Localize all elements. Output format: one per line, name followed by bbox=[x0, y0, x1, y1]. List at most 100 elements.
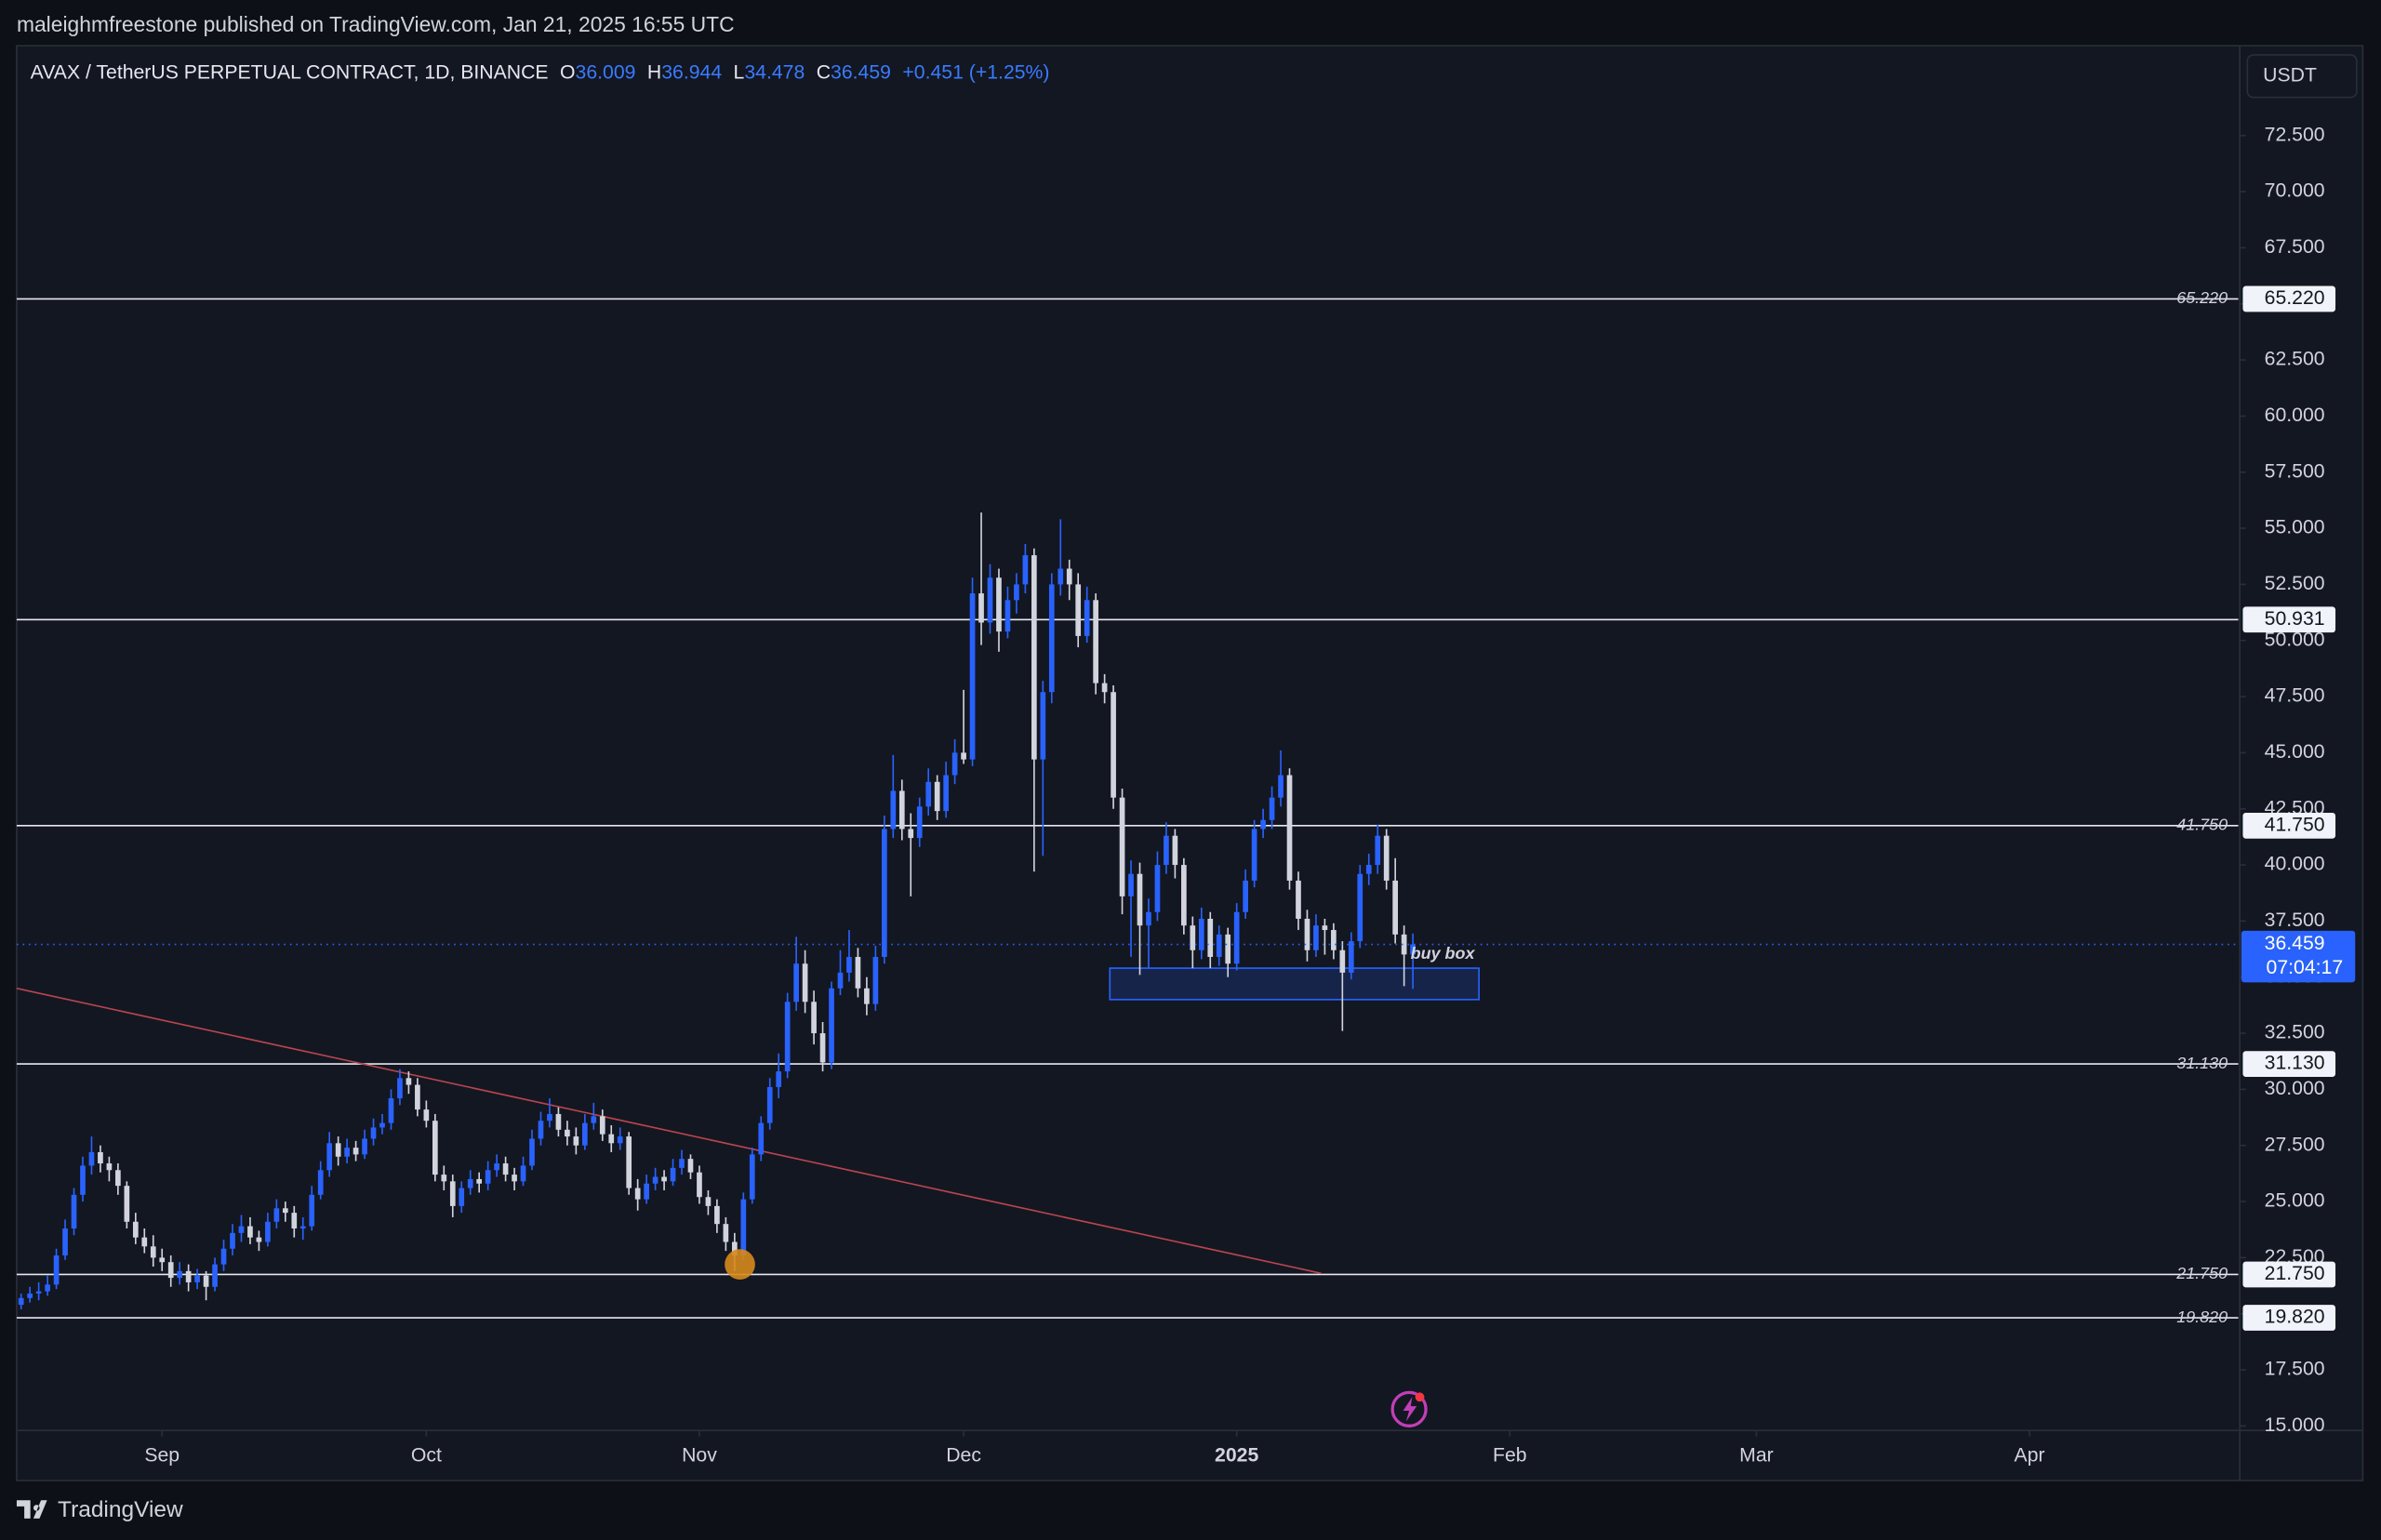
alert-ring[interactable] bbox=[1390, 1390, 1428, 1427]
candle-body bbox=[397, 1078, 403, 1099]
candle-body bbox=[1322, 925, 1328, 931]
alert-bolt[interactable] bbox=[1403, 1397, 1417, 1422]
x-tick-label: Sep bbox=[144, 1445, 180, 1467]
candle-body bbox=[1057, 568, 1064, 585]
candle-body bbox=[1339, 949, 1346, 973]
candle-body bbox=[819, 1033, 826, 1063]
high-value: 36.944 bbox=[661, 61, 722, 83]
candle-body bbox=[370, 1127, 377, 1139]
candle-body bbox=[309, 1194, 315, 1227]
currency-button[interactable] bbox=[2246, 54, 2358, 99]
candle-body bbox=[617, 1136, 623, 1144]
candle-body bbox=[1048, 584, 1055, 693]
symbol: AVAX / TetherUS PERPETUAL CONTRACT, 1D, … bbox=[31, 61, 549, 83]
candle-body bbox=[1119, 797, 1125, 896]
candle-body bbox=[212, 1264, 218, 1287]
candle-body bbox=[934, 781, 940, 812]
candle-body bbox=[167, 1262, 174, 1279]
candle-body bbox=[1269, 797, 1275, 820]
candle-body bbox=[1066, 568, 1072, 585]
currency[interactable]: USDT bbox=[2263, 64, 2317, 86]
legend-header: AVAX / TetherUS PERPETUAL CONTRACT, 1D, … bbox=[31, 61, 1050, 83]
y-tick-label: 55.000 bbox=[2265, 517, 2325, 538]
candle-body bbox=[890, 790, 897, 830]
candle-body bbox=[352, 1148, 359, 1155]
candle-body bbox=[1128, 873, 1134, 896]
candle-body bbox=[141, 1237, 148, 1247]
candle-body bbox=[150, 1246, 156, 1258]
candle-body bbox=[432, 1121, 438, 1175]
candle-body bbox=[220, 1248, 227, 1265]
x-tick-label: Oct bbox=[411, 1445, 442, 1467]
level-axis-label: 50.931 bbox=[2265, 608, 2325, 630]
candle-body bbox=[898, 790, 905, 830]
candle-body bbox=[829, 988, 834, 1063]
candle-body bbox=[159, 1257, 166, 1263]
candle-body bbox=[1004, 600, 1011, 632]
candle-body bbox=[362, 1138, 367, 1155]
candle-body bbox=[502, 1163, 509, 1175]
candle-body bbox=[415, 1084, 420, 1110]
candle-body bbox=[1243, 880, 1248, 912]
candle-body bbox=[1101, 683, 1108, 693]
brand-logo[interactable]: TradingView bbox=[16, 1497, 183, 1522]
logo-mark[interactable] bbox=[16, 1500, 47, 1519]
candle-body bbox=[679, 1159, 685, 1168]
candle-body bbox=[326, 1143, 333, 1171]
candle-body bbox=[1383, 835, 1390, 881]
y-tick-label: 60.000 bbox=[2265, 405, 2325, 426]
brand[interactable]: TradingView bbox=[58, 1497, 183, 1522]
candle-body bbox=[776, 1071, 782, 1087]
x-tick-label: Feb bbox=[1493, 1445, 1527, 1467]
candle-body bbox=[379, 1122, 385, 1128]
price-box-countdown: 07:04:17 bbox=[2267, 957, 2344, 978]
level-side-label: 21.750 bbox=[2175, 1264, 2228, 1282]
candle-body bbox=[71, 1194, 77, 1229]
alert-icon[interactable] bbox=[1390, 1390, 1428, 1427]
candle-body bbox=[132, 1221, 139, 1238]
candle-body bbox=[1022, 555, 1029, 585]
x-tick-label: Apr bbox=[2015, 1445, 2045, 1467]
x-tick-label: Mar bbox=[1739, 1445, 1774, 1467]
alert-dot[interactable] bbox=[1415, 1392, 1425, 1402]
candle-body bbox=[784, 1002, 791, 1072]
candle-body bbox=[749, 1154, 755, 1200]
y-tick-label: 30.000 bbox=[2265, 1078, 2325, 1099]
y-tick-label: 45.000 bbox=[2265, 741, 2325, 763]
level-axis-box bbox=[2242, 606, 2336, 633]
candle-body bbox=[35, 1291, 42, 1294]
candle-body bbox=[1375, 835, 1381, 866]
candle-body bbox=[124, 1186, 130, 1222]
candle-body bbox=[335, 1143, 341, 1157]
candle-body bbox=[864, 988, 870, 1004]
candle-body bbox=[1251, 829, 1257, 881]
y-tick-label: 15.000 bbox=[2265, 1414, 2325, 1436]
level-side-label: 41.750 bbox=[2176, 816, 2228, 834]
candle-body bbox=[291, 1213, 298, 1229]
candle-body bbox=[687, 1159, 694, 1173]
candle-body bbox=[98, 1151, 103, 1164]
candle-body bbox=[1365, 865, 1372, 874]
candle-body bbox=[53, 1255, 60, 1285]
candle-body bbox=[106, 1163, 113, 1171]
candle-body bbox=[1040, 692, 1046, 760]
candle-body bbox=[512, 1175, 517, 1182]
candle-body bbox=[317, 1170, 324, 1195]
candle-body bbox=[802, 963, 808, 1002]
candle-body bbox=[423, 1109, 430, 1122]
candle-body bbox=[811, 1002, 817, 1034]
candle-body bbox=[256, 1237, 262, 1242]
candle-body bbox=[1313, 925, 1319, 950]
candle-body bbox=[238, 1226, 245, 1233]
candle-body bbox=[670, 1167, 676, 1182]
candle-body bbox=[793, 963, 799, 1002]
level-axis-box bbox=[2242, 1051, 2336, 1077]
candle-body bbox=[599, 1116, 605, 1135]
candle-body bbox=[115, 1170, 121, 1187]
candle-body bbox=[916, 806, 923, 839]
x-tick-label: 2025 bbox=[1215, 1445, 1258, 1467]
candle-body bbox=[1093, 600, 1098, 684]
candle-body bbox=[740, 1199, 747, 1255]
